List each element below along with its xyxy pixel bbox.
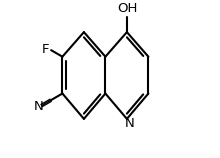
Text: N: N [33,100,43,113]
Text: F: F [42,43,50,56]
Text: N: N [125,117,135,130]
Text: OH: OH [117,2,138,15]
